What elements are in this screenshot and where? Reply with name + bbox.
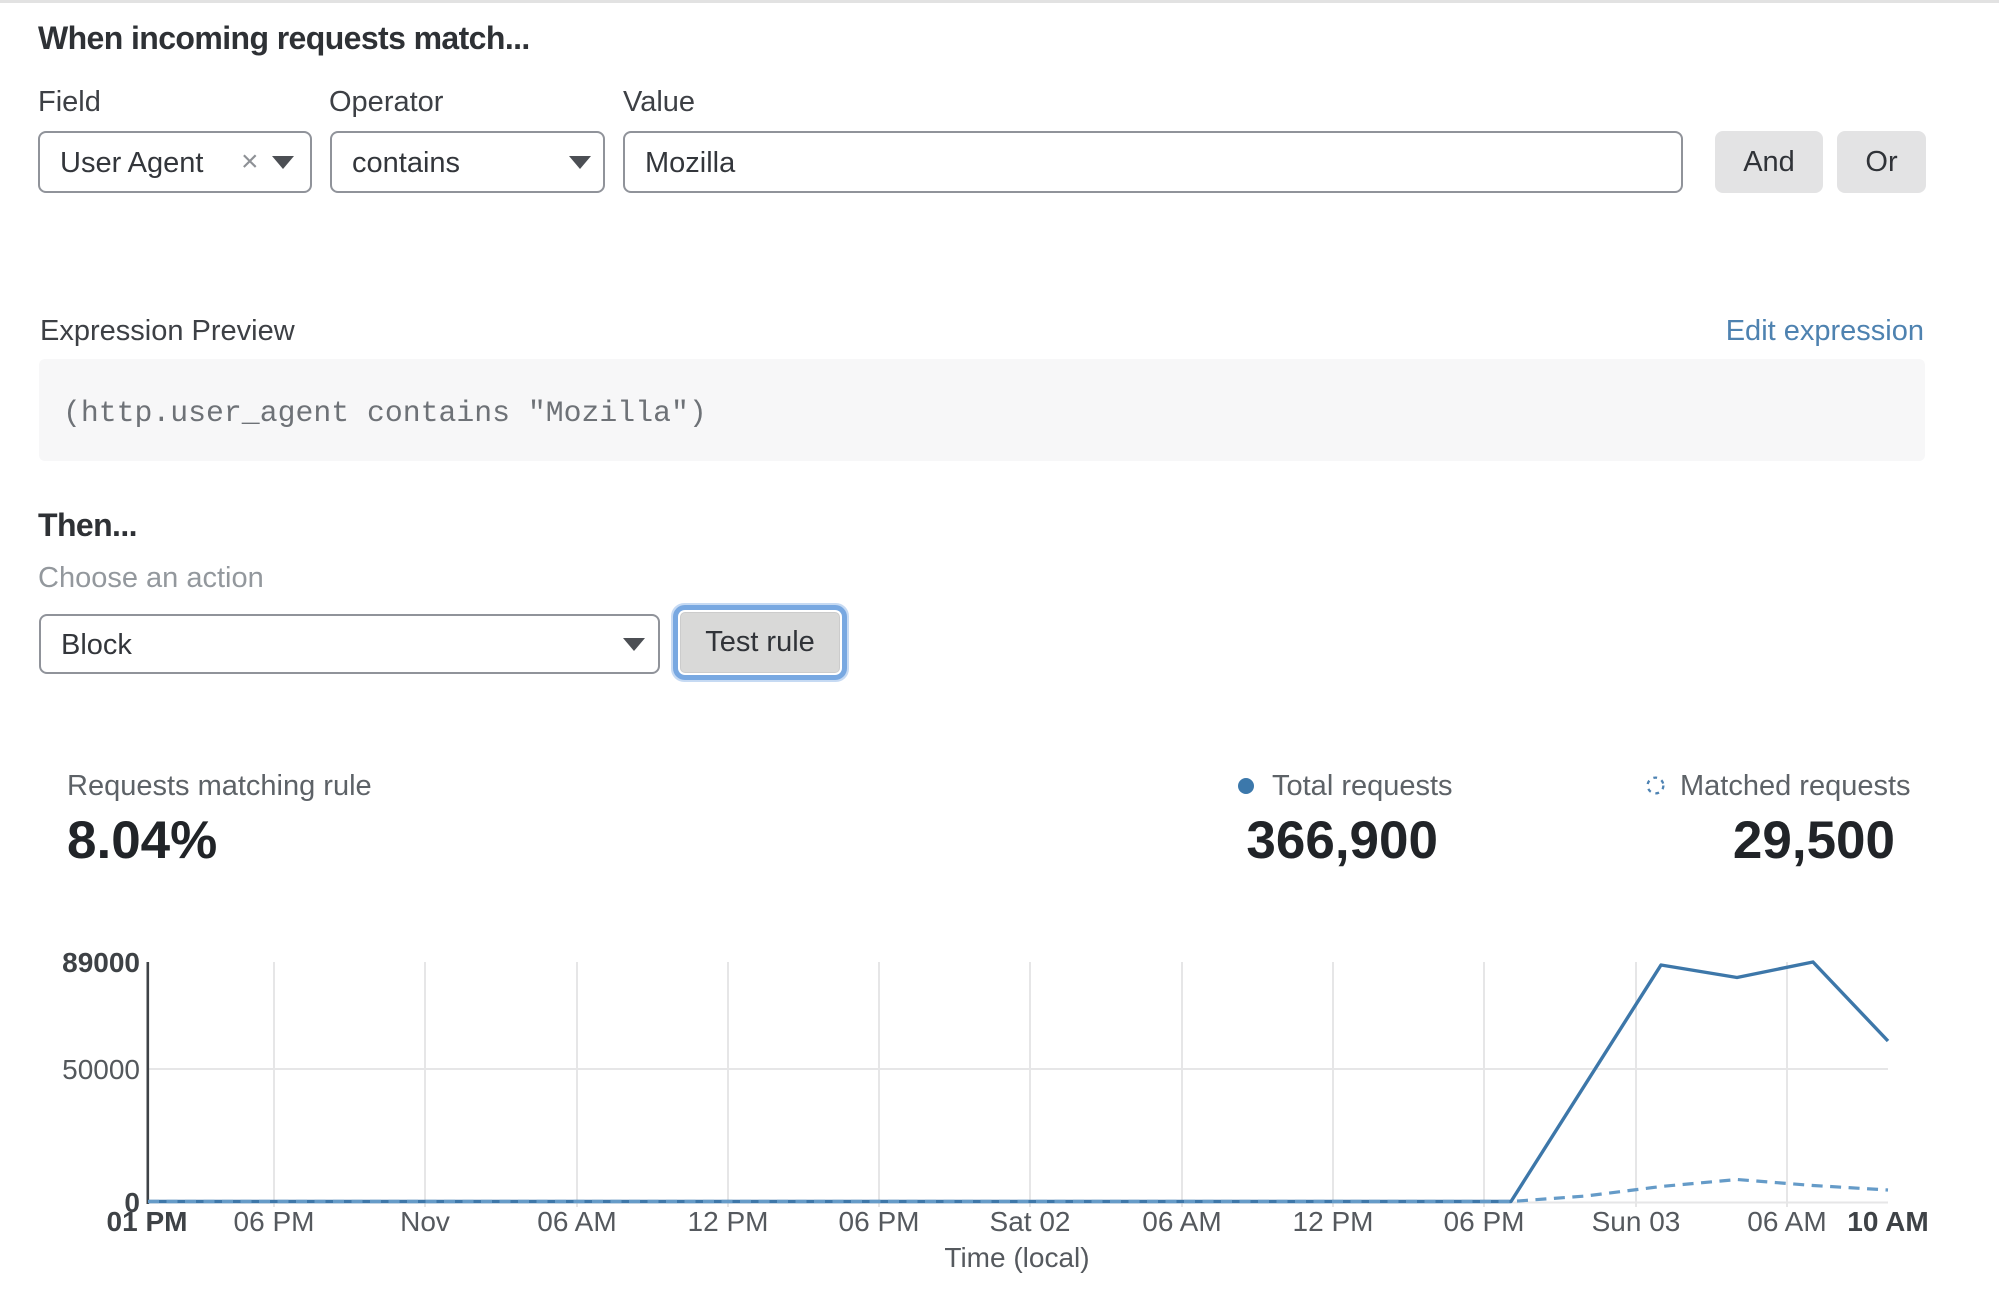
svg-text:06 AM: 06 AM [1142,1206,1221,1237]
svg-text:06 AM: 06 AM [537,1206,616,1237]
svg-text:06 PM: 06 PM [839,1206,920,1237]
svg-text:01 PM: 01 PM [107,1206,188,1237]
svg-text:Sat 02: Sat 02 [990,1206,1071,1237]
svg-text:89000: 89000 [62,947,140,978]
svg-text:Time (local): Time (local) [944,1242,1089,1273]
svg-text:06 PM: 06 PM [1444,1206,1525,1237]
svg-text:Nov: Nov [400,1206,450,1237]
svg-text:0: 0 [124,1187,140,1218]
svg-text:12 PM: 12 PM [688,1206,769,1237]
svg-text:06 AM: 06 AM [1747,1206,1826,1237]
svg-text:10 AM: 10 AM [1847,1206,1928,1237]
svg-text:06 PM: 06 PM [234,1206,315,1237]
svg-text:Sun 03: Sun 03 [1592,1206,1681,1237]
svg-text:12 PM: 12 PM [1293,1206,1374,1237]
svg-text:50000: 50000 [62,1054,140,1085]
